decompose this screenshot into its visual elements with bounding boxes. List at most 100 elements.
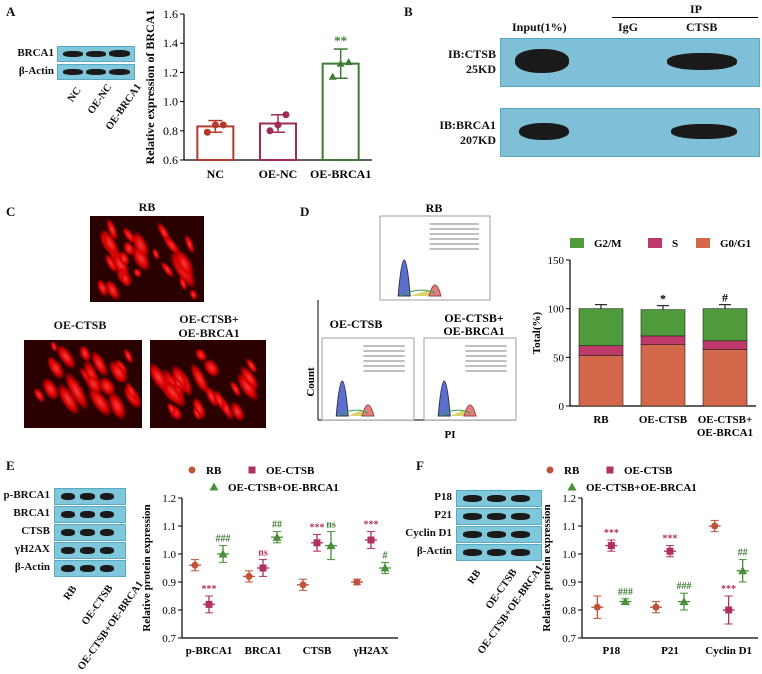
comet-image-oe-ctsb-brca1 bbox=[150, 340, 266, 428]
western-blot-row bbox=[54, 506, 126, 523]
data-point bbox=[272, 532, 282, 541]
x-tick-label: NC bbox=[207, 167, 224, 181]
panel-label-d: D bbox=[300, 204, 310, 219]
data-point bbox=[245, 572, 253, 580]
legend-label: G2/M bbox=[594, 238, 622, 250]
comet-cell bbox=[121, 347, 136, 366]
data-point bbox=[711, 522, 719, 530]
significance-label: ## bbox=[738, 548, 748, 559]
data-point bbox=[620, 597, 630, 606]
western-blot-row bbox=[456, 490, 542, 507]
western-blot-row bbox=[456, 544, 542, 561]
data-point bbox=[313, 539, 321, 547]
blot-row-label: Cyclin D1 bbox=[405, 527, 452, 539]
comet-cell bbox=[182, 232, 197, 254]
stacked-bar-segment bbox=[640, 344, 686, 407]
x-tick-label: γH2AX bbox=[352, 645, 388, 657]
data-point bbox=[607, 542, 615, 550]
data-point bbox=[666, 547, 674, 555]
stacked-bar-segment bbox=[578, 308, 624, 346]
data-point bbox=[738, 566, 748, 575]
ip-blot-ctsb bbox=[500, 38, 760, 87]
significance-label: *** bbox=[604, 528, 619, 539]
y-tick-label: 0.7 bbox=[562, 633, 576, 645]
data-point bbox=[211, 121, 219, 129]
bar bbox=[321, 62, 360, 161]
data-point bbox=[344, 58, 353, 66]
data-point bbox=[679, 597, 689, 606]
y-tick-label: 1.1 bbox=[562, 521, 576, 533]
legend-label: RB bbox=[564, 465, 580, 477]
ip-underline bbox=[612, 17, 758, 18]
x-tick-label: OE-BRCA1 bbox=[697, 427, 753, 439]
x-tick-label: OE-CTSB+ bbox=[698, 414, 753, 426]
x-tick-label: Cyclin D1 bbox=[705, 645, 752, 657]
panel-label-f: F bbox=[416, 458, 424, 473]
significance-label: *** bbox=[310, 522, 325, 533]
g2-peak bbox=[428, 284, 442, 297]
panel-label-a: A bbox=[6, 4, 16, 19]
histogram-title: OE-BRCA1 bbox=[443, 324, 504, 338]
y-tick-label: 0.7 bbox=[162, 633, 176, 645]
lane-label: NC bbox=[66, 85, 84, 105]
y-tick-label: 1.2 bbox=[163, 65, 178, 79]
legend-label: OE-CTSB+OE-BRCA1 bbox=[586, 482, 697, 494]
significance-label: ns bbox=[258, 548, 268, 559]
y-axis-label: Relative expression of BRCA1 bbox=[143, 10, 157, 165]
blot-row-label: γH2AX bbox=[14, 543, 50, 555]
data-point bbox=[282, 111, 290, 119]
y-tick-label: 150 bbox=[548, 255, 565, 267]
data-point bbox=[299, 581, 307, 589]
g1-peak bbox=[335, 380, 349, 417]
chart-a-brca1-expression: 0.6 0.8 1.0 1.2 1.4 1.6 Relative expression of… bbox=[143, 7, 372, 181]
stacked-bar-segment bbox=[578, 355, 624, 407]
ib-label: IB:BRCA1 207KD bbox=[439, 118, 496, 147]
legend-swatch bbox=[570, 238, 584, 248]
significance-label: *** bbox=[663, 534, 678, 545]
data-point bbox=[367, 536, 375, 544]
data-point bbox=[725, 606, 733, 614]
y-tick-label: 0.8 bbox=[162, 605, 176, 617]
western-blot-row bbox=[54, 488, 126, 505]
s-phase-area bbox=[450, 410, 464, 416]
x-tick-label: BRCA1 bbox=[245, 645, 282, 657]
legend-marker bbox=[606, 466, 614, 474]
y-axis-label: Relative protein expression bbox=[141, 504, 153, 631]
chart-d-cell-cycle: 0 50 100 150 Total(%) G2/M S G0/G1 RB * OE-CTSB # OE… bbox=[531, 238, 756, 439]
data-point bbox=[203, 128, 211, 136]
data-point bbox=[380, 563, 390, 572]
significance-label: # bbox=[383, 550, 388, 561]
stacked-bar-segment bbox=[578, 345, 624, 356]
column-header: Input(1%) bbox=[512, 20, 567, 34]
western-blot-row bbox=[456, 508, 542, 525]
legend-label: S bbox=[672, 238, 678, 250]
image-title-oe-ctsb: OE-CTSB bbox=[53, 318, 107, 332]
comet-image-rb bbox=[90, 216, 204, 302]
western-blot-brca1 bbox=[57, 46, 135, 62]
legend-label: RB bbox=[206, 465, 222, 477]
ip-blot-brca1 bbox=[500, 108, 760, 157]
y-tick-label: 0.8 bbox=[562, 605, 576, 617]
significance-label: * bbox=[660, 292, 666, 306]
x-tick-label: RB bbox=[593, 414, 609, 426]
significance-label: ### bbox=[677, 581, 692, 592]
data-point bbox=[219, 121, 227, 129]
comet-image-oe-ctsb bbox=[24, 340, 142, 428]
pi-axis-label: PI bbox=[445, 429, 456, 441]
significance-label: # bbox=[722, 291, 728, 305]
y-axis-label: Total(%) bbox=[531, 311, 543, 354]
stacked-bar-segment bbox=[702, 308, 748, 342]
lane-label: OE-NC bbox=[86, 82, 115, 117]
x-tick-label: OE-CTSB bbox=[639, 414, 688, 426]
significance-label: ### bbox=[216, 534, 231, 545]
y-tick-label: 1.2 bbox=[162, 493, 176, 505]
data-point bbox=[336, 59, 345, 67]
y-tick-label: 50 bbox=[553, 352, 565, 364]
g2-peak bbox=[463, 404, 477, 417]
legend-label: OE-CTSB+OE-BRCA1 bbox=[228, 482, 339, 494]
legend-marker bbox=[248, 466, 256, 474]
chart-e-protein-expression: 0.7 0.8 0.9 1.0 1.1 1.2 Relative protein expre… bbox=[141, 465, 398, 657]
blot-row-label: P21 bbox=[434, 509, 452, 521]
panel-label-b: B bbox=[404, 4, 413, 19]
histogram-title: OE-CTSB bbox=[330, 317, 383, 331]
